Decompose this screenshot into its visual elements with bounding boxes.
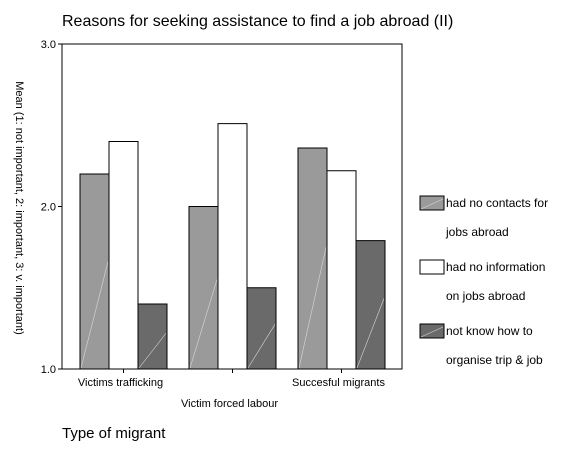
bar-1-1 xyxy=(79,173,110,370)
y-tick-label: 2.0 xyxy=(41,202,56,214)
bar-1-3 xyxy=(297,147,328,370)
x-axis-title: Type of migrant xyxy=(62,425,166,442)
x-tick-label: Victim forced labour xyxy=(181,398,278,410)
x-tick-label: Victims trafficking xyxy=(78,377,163,389)
legend-label-3: not know how to xyxy=(446,324,533,338)
bar-hatch xyxy=(80,261,109,369)
chart-title: Reasons for seeking assistance to find a… xyxy=(62,13,453,30)
bar-hatch xyxy=(138,333,167,369)
legend-label-3: organise trip & job xyxy=(446,353,543,367)
legend-label-1: had no contacts for xyxy=(446,196,548,210)
legend-label-1: jobs abroad xyxy=(445,225,509,239)
bar-2-1 xyxy=(108,141,139,370)
y-axis: 1.0 2.0 3.0 xyxy=(41,39,62,376)
x-axis: Victims trafficking Victim forced labour S… xyxy=(78,369,385,410)
y-axis-label: Mean (1: not important, 2: important, 3:… xyxy=(13,81,25,335)
bar-3-1 xyxy=(137,303,168,370)
bar-2-3 xyxy=(326,170,357,370)
bar-hatch xyxy=(189,279,218,369)
bar-3-3 xyxy=(355,240,386,370)
bars-group xyxy=(79,123,386,370)
bar-hatch xyxy=(356,298,385,369)
legend-hatch xyxy=(420,198,444,210)
y-tick-label: 3.0 xyxy=(41,39,56,51)
x-tick-label: Succesful migrants xyxy=(292,377,385,389)
bar-3-2 xyxy=(246,287,277,370)
bar-1-2 xyxy=(188,206,219,370)
legend-swatch-2 xyxy=(419,259,445,275)
legend-hatch xyxy=(420,326,444,338)
bar-hatch xyxy=(247,324,276,369)
y-tick-label: 1.0 xyxy=(41,364,56,376)
bar-2-2 xyxy=(217,123,248,370)
legend-label-2: on jobs abroad xyxy=(446,289,525,303)
legend-label-2: had no information xyxy=(446,260,545,274)
legend: had no contacts for jobs abroad had no inf… xyxy=(419,195,548,367)
bar-hatch xyxy=(298,247,327,369)
